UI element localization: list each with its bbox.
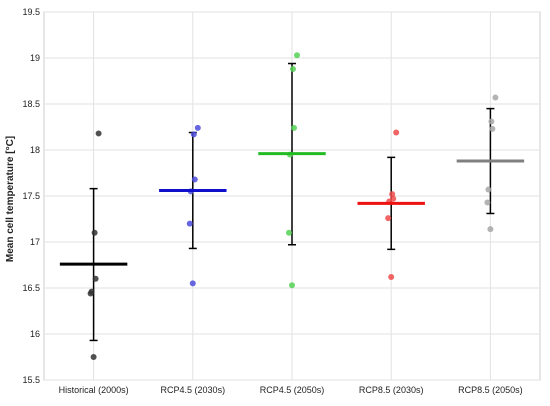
data-point bbox=[95, 130, 102, 137]
y-tick-label: 16.5 bbox=[22, 283, 40, 293]
data-point bbox=[294, 52, 300, 59]
data-point bbox=[385, 215, 392, 222]
data-point bbox=[389, 191, 396, 198]
data-point bbox=[90, 354, 97, 360]
data-point bbox=[393, 129, 400, 136]
data-point bbox=[191, 176, 198, 183]
data-point bbox=[189, 280, 196, 287]
data-point bbox=[488, 118, 495, 125]
x-tick-label: RCP4.5 (2030s) bbox=[161, 385, 226, 395]
x-tick-label: RCP8.5 (2030s) bbox=[359, 385, 424, 395]
data-point bbox=[484, 199, 491, 206]
data-point bbox=[485, 186, 492, 193]
data-point bbox=[286, 229, 292, 236]
y-tick-label: 19.5 bbox=[22, 7, 40, 17]
y-tick-label: 19 bbox=[30, 53, 40, 63]
data-point bbox=[291, 124, 297, 131]
points-layer bbox=[87, 52, 499, 360]
data-point bbox=[290, 66, 296, 73]
x-tick-label: RCP4.5 (2050s) bbox=[260, 385, 325, 395]
data-point bbox=[87, 290, 94, 297]
y-tick-label: 18.5 bbox=[22, 99, 40, 109]
data-point bbox=[388, 273, 395, 280]
axis-layer: 15.5 16 16.5 17 17.5 18 18.5 19 19.5 Historical (… bbox=[22, 7, 522, 395]
data-point bbox=[91, 229, 98, 236]
y-axis-title: Mean cell temperature [°C] bbox=[5, 136, 16, 262]
data-point bbox=[92, 275, 99, 282]
mean-lines-layer bbox=[59, 152, 525, 266]
y-tick-label: 17.5 bbox=[22, 191, 40, 201]
data-point bbox=[492, 94, 499, 101]
y-tick-label: 18 bbox=[30, 145, 40, 155]
data-point bbox=[289, 282, 295, 289]
y-tick-label: 16 bbox=[30, 329, 40, 339]
data-point bbox=[190, 131, 197, 138]
y-tick-label: 17 bbox=[30, 237, 40, 247]
data-point bbox=[194, 124, 201, 131]
data-point bbox=[186, 220, 193, 227]
y-tick-label: 15.5 bbox=[22, 375, 40, 385]
data-point bbox=[489, 125, 496, 132]
data-point bbox=[487, 226, 494, 233]
x-tick-label: RCP8.5 (2050s) bbox=[458, 385, 523, 395]
x-tick-label: Historical (2000s) bbox=[59, 385, 129, 395]
